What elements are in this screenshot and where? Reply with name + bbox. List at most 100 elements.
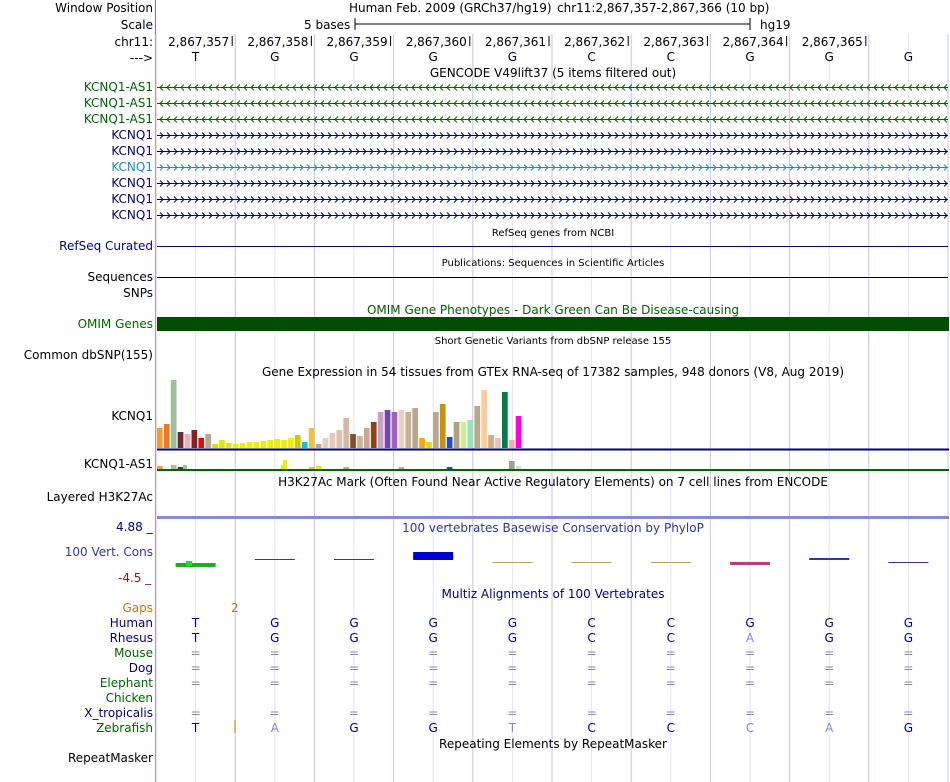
gtex-tissue-bar <box>405 412 412 448</box>
gap-count: 2 <box>231 601 239 615</box>
alignment-base: G <box>349 631 359 645</box>
gtex-tissue-bar <box>177 467 184 469</box>
gtex-tissue-bar <box>301 442 308 448</box>
gtex-tissue-bar <box>274 439 280 448</box>
alignment-base: = <box>665 661 676 675</box>
publications-track-label[interactable]: Sequences <box>87 270 153 284</box>
chromosome-label: chr11: <box>114 35 153 49</box>
alignment-base: G <box>270 616 280 630</box>
alignment-base: C <box>587 616 596 630</box>
gtex-tissue-bar <box>157 428 163 448</box>
phylop-track-label[interactable]: 100 Vert. Cons <box>64 545 153 559</box>
snps-track-label[interactable]: SNPs <box>123 286 153 300</box>
alignment-base: = <box>348 646 360 660</box>
ruler-coordinate: 2,867,359 <box>326 35 388 49</box>
alignment-base: G <box>903 631 914 645</box>
gtex-tissue-bar <box>515 416 522 448</box>
phylop-score-mark <box>186 561 192 566</box>
species-label-mouse[interactable]: Mouse <box>114 646 153 660</box>
gencode-item-label[interactable]: KCNQ1-AS1 <box>83 80 153 94</box>
ruler-base: C <box>587 50 596 64</box>
species-label-dog[interactable]: Dog <box>128 661 153 675</box>
gtex-gene1-label[interactable]: KCNQ1 <box>111 409 153 423</box>
gtex-tissue-bar <box>357 436 363 448</box>
gene-strand-arrows <box>159 84 948 91</box>
phylop-score-mark <box>334 559 374 560</box>
dbsnp-track-label[interactable]: Common dbSNP(155) <box>23 348 153 362</box>
refseq-track-title: RefSeq genes from NCBI <box>491 228 615 239</box>
alignment-base: C <box>587 721 596 735</box>
alignment-base: C <box>745 721 755 735</box>
omim-gene-bar <box>157 317 949 331</box>
gtex-tissue-bar <box>384 410 391 448</box>
ruler-coordinate: 2,867,364 <box>722 35 784 49</box>
gencode-item-label[interactable]: KCNQ1 <box>111 208 153 222</box>
gencode-item-label[interactable]: KCNQ1 <box>111 128 153 142</box>
gtex-tissue-bar <box>398 467 405 469</box>
gtex-tissue-bar <box>170 465 177 469</box>
species-label-x-tropicalis[interactable]: X_tropicalis <box>84 706 153 720</box>
species-label-human[interactable]: Human <box>109 616 153 630</box>
gene-strand-arrows <box>159 132 948 139</box>
alignment-base: C <box>666 631 675 645</box>
multiz-track-title: Multiz Alignments of 100 Vertebrates <box>441 587 665 601</box>
scale-label: Scale <box>120 18 153 32</box>
gtex-tissue-bar <box>267 440 274 448</box>
alignment-base: = <box>507 676 518 690</box>
gtex-tissue-bar <box>198 438 205 448</box>
alignment-base: = <box>824 661 835 675</box>
alignment-base: = <box>428 661 439 675</box>
gtex-tissue-bar <box>281 440 287 448</box>
alignment-base: = <box>665 706 676 720</box>
gencode-item-label[interactable]: KCNQ1 <box>111 176 153 190</box>
gene-strand-arrows <box>159 212 948 219</box>
alignment-base: = <box>269 676 280 690</box>
repeatmasker-track-label[interactable]: RepeatMasker <box>67 751 153 765</box>
gencode-item-label[interactable]: KCNQ1 <box>111 144 153 158</box>
gencode-item-label[interactable]: KCNQ1-AS1 <box>83 112 153 126</box>
species-label-elephant[interactable]: Elephant <box>99 676 153 690</box>
alignment-base: G <box>349 721 359 735</box>
gencode-item-label[interactable]: KCNQ1 <box>111 192 153 206</box>
gtex-tissue-bar <box>453 422 460 448</box>
alignment-base: G <box>428 616 438 630</box>
h3k27ac-signal <box>157 516 949 519</box>
alignment-base: = <box>903 676 914 690</box>
ruler-base: T <box>191 50 200 64</box>
refseq-track-label[interactable]: RefSeq Curated <box>59 239 153 253</box>
gtex-tissue-bar <box>446 467 453 469</box>
species-label-chicken[interactable]: Chicken <box>105 691 153 705</box>
gtex-tissue-bar <box>315 444 322 448</box>
alignment-base: = <box>586 676 597 690</box>
h3k27ac-track-label[interactable]: Layered H3K27Ac <box>46 490 153 504</box>
h3k27ac-track-title: H3K27Ac Mark (Often Found Near Active Re… <box>278 475 828 489</box>
gencode-item-label[interactable]: KCNQ1 <box>111 160 153 174</box>
phylop-score-mark <box>492 562 533 563</box>
ruler-base: G <box>428 50 438 64</box>
species-label-zebrafish[interactable]: Zebrafish <box>96 721 153 735</box>
gtex-gene2-label[interactable]: KCNQ1-AS1 <box>83 457 153 471</box>
gtex-tissue-bar <box>460 422 467 448</box>
strand-label: ---> <box>129 51 153 65</box>
ruler-base: G <box>745 50 755 64</box>
gtex-tissue-bar <box>295 435 301 448</box>
gtex-track-title: Gene Expression in 54 tissues from GTEx … <box>261 365 845 379</box>
gtex-tissue-bar <box>212 444 218 448</box>
alignment-base: G <box>428 631 438 645</box>
gtex-tissue-bar <box>419 438 425 448</box>
alignment-base: = <box>744 706 756 720</box>
phylop-score-mark <box>254 559 295 560</box>
ruler-coordinate: 2,867,365 <box>801 35 863 49</box>
species-label-rhesus[interactable]: Rhesus <box>109 631 153 645</box>
omim-track-label[interactable]: OMIM Genes <box>77 317 153 331</box>
alignment-base: A <box>270 721 279 735</box>
gtex-tissue-bar <box>288 438 294 448</box>
gtex-tissue-bar <box>177 432 184 448</box>
window-position-label: Window Position <box>55 1 153 15</box>
gtex-tissue-bar <box>433 412 439 448</box>
alignment-base: G <box>824 616 834 630</box>
phylop-score-mark <box>888 562 929 563</box>
gencode-item-label[interactable]: KCNQ1-AS1 <box>83 96 153 110</box>
gtex-tissue-bar <box>343 418 349 448</box>
